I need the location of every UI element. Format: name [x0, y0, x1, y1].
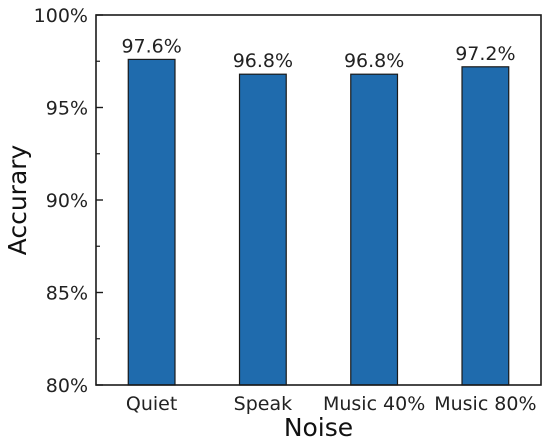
- y-tick-label: 80%: [46, 375, 88, 397]
- bar-value-label: 97.2%: [455, 43, 515, 65]
- plot-frame: [95, 14, 542, 386]
- y-axis-ticks: 80% 85% 90% 95% 100%: [34, 5, 103, 397]
- x-tick-label: Speak: [234, 393, 292, 415]
- y-tick-label: 95%: [46, 98, 88, 120]
- data-labels: 97.6% 96.8% 96.8% 97.2%: [121, 35, 515, 72]
- y-axis-title: Accurary: [3, 144, 32, 255]
- bars: [127, 58, 510, 386]
- bar-speak: [238, 73, 287, 386]
- bar-music-80: [461, 66, 510, 386]
- x-axis-ticks: Quiet Speak Music 40% Music 80%: [126, 393, 537, 415]
- bar-music-40: [350, 73, 399, 386]
- y-tick-label: 85%: [46, 283, 88, 305]
- y-tick-label: 90%: [46, 190, 88, 212]
- bar-value-label: 96.8%: [233, 50, 293, 72]
- x-tick-label: Music 80%: [434, 393, 536, 415]
- x-tick-label: Quiet: [126, 393, 177, 415]
- bar-value-label: 96.8%: [344, 50, 404, 72]
- y-tick-label: 100%: [34, 5, 88, 27]
- x-tick-label: Music 40%: [323, 393, 425, 415]
- x-axis-title: Noise: [284, 413, 353, 442]
- bar-value-label: 97.6%: [121, 35, 181, 57]
- bar-quiet: [127, 58, 176, 386]
